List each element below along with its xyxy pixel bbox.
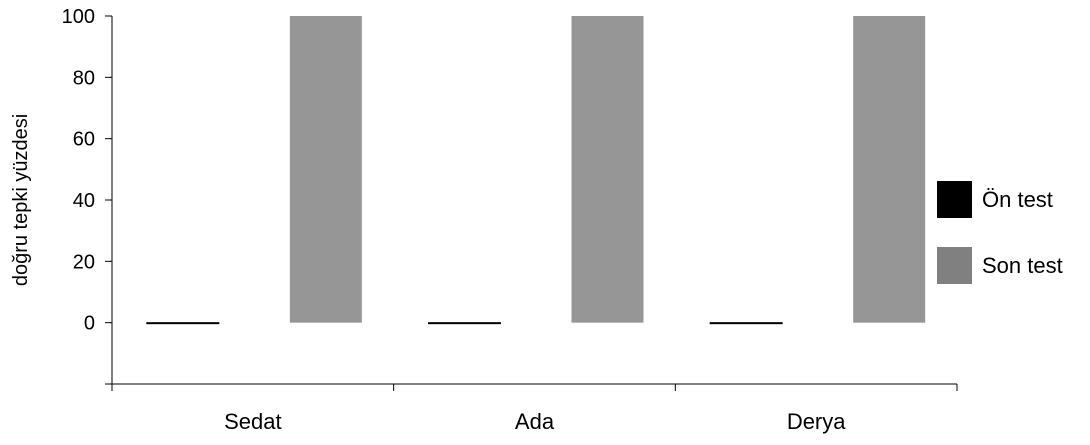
legend-item-son-test: Son test xyxy=(937,247,1063,284)
y-tick-label: 20 xyxy=(73,251,95,273)
x-category-label: Ada xyxy=(515,409,555,434)
bar-son-test xyxy=(853,16,926,323)
legend-label-on-test: Ön test xyxy=(982,186,1053,212)
y-tick-label: 0 xyxy=(84,313,95,335)
y-tick-label: 40 xyxy=(73,190,95,212)
y-tick-label: 80 xyxy=(73,67,95,89)
y-axis-title: doğru tepki yüzdesi xyxy=(10,114,32,286)
bar-on-test xyxy=(709,322,783,325)
bar-son-test xyxy=(289,16,362,323)
legend-label-son-test: Son test xyxy=(982,252,1063,278)
x-category-label: Sedat xyxy=(224,409,282,434)
legend-swatch-on-test xyxy=(937,181,972,218)
x-category-label: Derya xyxy=(787,409,846,434)
legend-swatch-son-test xyxy=(937,247,972,284)
y-tick-label: 100 xyxy=(62,6,95,28)
legend: Ön test Son test xyxy=(937,181,1063,313)
plot-area: 0 20 40 60 80 100 Sedat Ada Derya xyxy=(62,6,958,434)
bar-on-test xyxy=(146,322,220,325)
bar-son-test xyxy=(571,16,644,323)
legend-item-on-test: Ön test xyxy=(937,181,1063,218)
bar-on-test xyxy=(428,322,501,325)
y-tick-label: 60 xyxy=(73,129,95,151)
